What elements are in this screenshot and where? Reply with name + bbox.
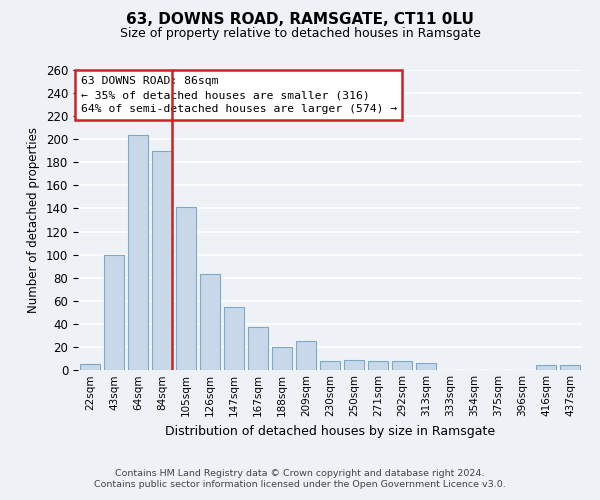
- Text: Contains HM Land Registry data © Crown copyright and database right 2024.: Contains HM Land Registry data © Crown c…: [115, 468, 485, 477]
- Y-axis label: Number of detached properties: Number of detached properties: [28, 127, 40, 313]
- Bar: [536, 366, 556, 370]
- Bar: [200, 274, 220, 370]
- Bar: [296, 341, 316, 370]
- Bar: [368, 361, 388, 370]
- Bar: [224, 306, 244, 370]
- Text: 63, DOWNS ROAD, RAMSGATE, CT11 0LU: 63, DOWNS ROAD, RAMSGATE, CT11 0LU: [126, 12, 474, 28]
- Bar: [392, 361, 412, 370]
- Bar: [152, 151, 172, 370]
- Text: Contains public sector information licensed under the Open Government Licence v3: Contains public sector information licen…: [94, 480, 506, 489]
- X-axis label: Distribution of detached houses by size in Ramsgate: Distribution of detached houses by size …: [165, 424, 495, 438]
- Bar: [104, 254, 124, 370]
- Bar: [80, 364, 100, 370]
- Bar: [320, 361, 340, 370]
- Bar: [416, 363, 436, 370]
- Text: 63 DOWNS ROAD: 86sqm
← 35% of detached houses are smaller (316)
64% of semi-deta: 63 DOWNS ROAD: 86sqm ← 35% of detached h…: [80, 76, 397, 114]
- Bar: [176, 208, 196, 370]
- Bar: [344, 360, 364, 370]
- Bar: [248, 328, 268, 370]
- Bar: [272, 347, 292, 370]
- Text: Size of property relative to detached houses in Ramsgate: Size of property relative to detached ho…: [119, 28, 481, 40]
- Bar: [128, 134, 148, 370]
- Bar: [560, 366, 580, 370]
